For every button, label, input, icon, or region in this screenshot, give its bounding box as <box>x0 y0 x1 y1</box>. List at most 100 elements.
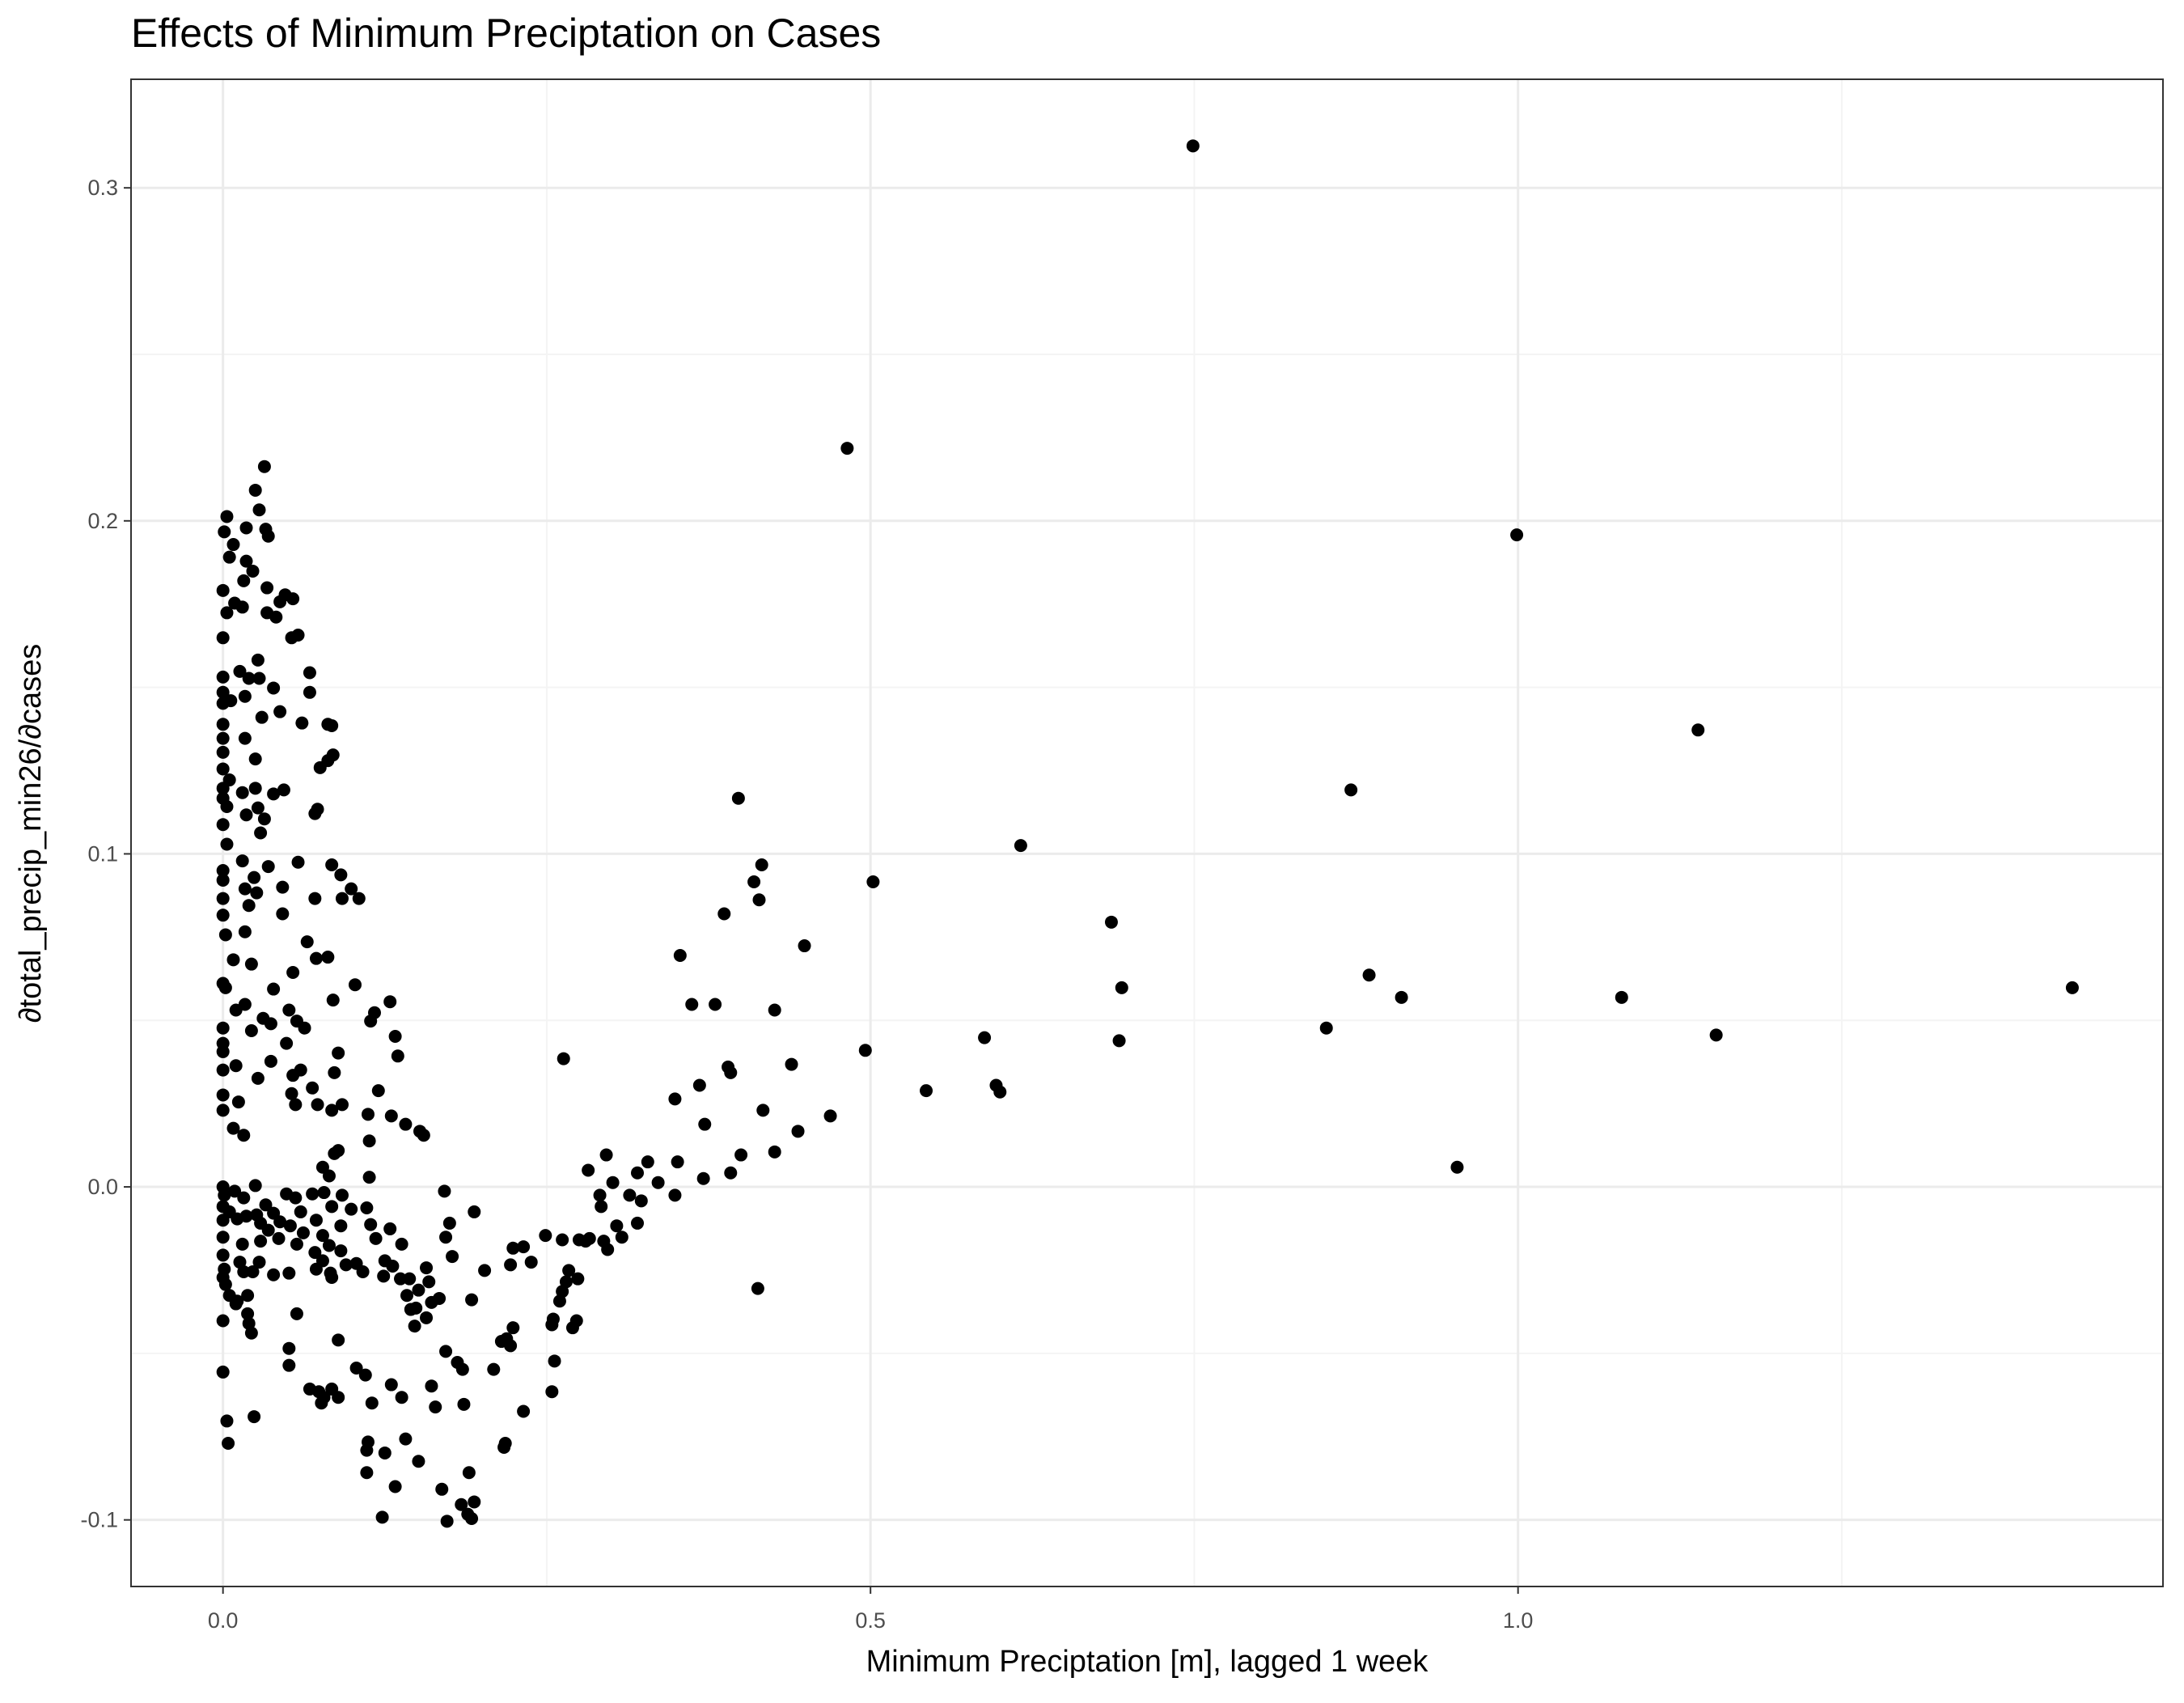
point <box>216 1104 230 1117</box>
point <box>1014 839 1027 853</box>
point <box>517 1404 531 1418</box>
point <box>1450 1160 1464 1174</box>
point <box>248 871 261 884</box>
point <box>1510 528 1524 542</box>
point <box>601 1243 615 1256</box>
y-tick-label: 0.3 <box>87 176 118 200</box>
point <box>216 697 230 710</box>
point <box>412 1283 425 1297</box>
point <box>276 907 290 921</box>
point <box>312 1385 326 1399</box>
point <box>269 610 283 624</box>
point <box>556 1233 569 1247</box>
point <box>593 1188 607 1202</box>
point <box>267 982 281 996</box>
point <box>272 1231 286 1245</box>
point <box>242 899 256 913</box>
point <box>322 1239 336 1252</box>
point <box>250 886 264 900</box>
point <box>362 1171 376 1184</box>
point <box>562 1264 576 1277</box>
point <box>457 1397 471 1411</box>
point <box>238 925 252 938</box>
point <box>369 1231 383 1245</box>
point <box>251 653 265 667</box>
point <box>216 818 230 832</box>
point <box>404 1303 417 1316</box>
point <box>429 1400 442 1414</box>
point <box>237 574 251 587</box>
point <box>478 1264 492 1277</box>
point <box>2065 981 2079 994</box>
point <box>264 1017 277 1031</box>
point <box>220 837 234 851</box>
point <box>752 893 766 907</box>
point <box>332 1144 345 1158</box>
y-axis-title: ∂total_precip_min26/∂cases <box>14 644 48 1023</box>
point <box>377 1269 391 1283</box>
point <box>321 951 335 964</box>
point <box>244 957 258 971</box>
point <box>371 1084 385 1098</box>
point <box>362 1134 376 1148</box>
point <box>317 1186 331 1200</box>
point <box>420 1261 434 1275</box>
point <box>298 1021 311 1035</box>
point <box>367 1006 381 1019</box>
point <box>866 875 880 889</box>
point <box>668 1188 682 1202</box>
point <box>724 1166 738 1180</box>
point <box>394 1272 408 1286</box>
point <box>308 1246 322 1260</box>
panel-border <box>130 78 2164 1587</box>
point <box>309 951 323 965</box>
point <box>252 503 266 517</box>
point <box>216 670 230 684</box>
point <box>1112 1034 1126 1048</box>
point <box>360 1201 374 1214</box>
point <box>216 762 230 776</box>
point <box>610 1219 624 1233</box>
point <box>226 538 240 552</box>
point <box>216 583 230 597</box>
point <box>309 1262 323 1276</box>
point <box>545 1385 559 1399</box>
point <box>673 948 687 962</box>
point <box>238 689 252 703</box>
point <box>237 1129 251 1142</box>
point <box>552 1294 566 1308</box>
point <box>334 868 348 882</box>
point <box>572 1233 586 1247</box>
chart-title: Effects of Minimum Preciptation on Cases <box>131 11 881 56</box>
point <box>216 1088 230 1102</box>
point <box>246 564 260 578</box>
point <box>216 1365 230 1379</box>
point <box>446 1250 459 1264</box>
point <box>237 1191 251 1205</box>
point <box>539 1229 552 1243</box>
point <box>286 1069 300 1082</box>
point <box>261 529 275 543</box>
point <box>462 1466 476 1480</box>
point <box>282 1003 296 1017</box>
point <box>358 1368 372 1382</box>
point <box>285 1087 298 1100</box>
point <box>315 1229 329 1243</box>
point <box>425 1295 438 1309</box>
point <box>255 710 269 724</box>
point <box>228 1184 242 1198</box>
point <box>248 1410 261 1424</box>
point <box>334 1244 348 1258</box>
point <box>308 807 322 820</box>
point <box>218 525 231 539</box>
y-tick-label: 0.2 <box>87 509 118 533</box>
point <box>335 892 349 905</box>
point <box>391 1049 404 1063</box>
point <box>291 855 305 869</box>
point <box>216 1231 230 1244</box>
point <box>349 1361 363 1375</box>
point <box>216 1314 230 1328</box>
point <box>724 1065 738 1079</box>
